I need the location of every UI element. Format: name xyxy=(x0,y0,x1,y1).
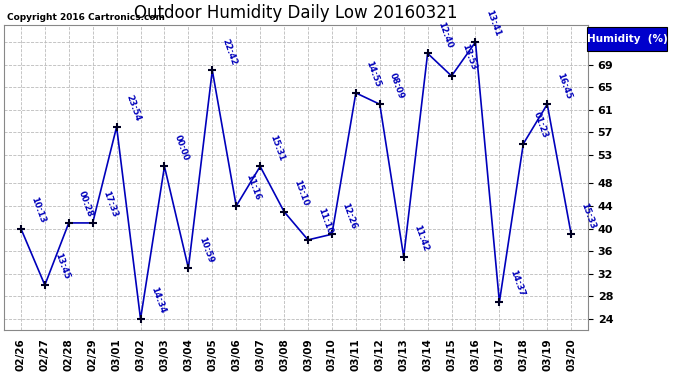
Text: 16:45: 16:45 xyxy=(555,71,573,100)
Text: 14:37: 14:37 xyxy=(508,269,526,298)
Text: 10:13: 10:13 xyxy=(29,196,47,224)
Text: 08:09: 08:09 xyxy=(388,71,406,100)
Text: 15:33: 15:33 xyxy=(580,201,598,230)
Text: 15:31: 15:31 xyxy=(268,134,286,162)
Text: 11:42: 11:42 xyxy=(412,224,430,253)
Text: 15:10: 15:10 xyxy=(293,179,310,207)
Text: 23:54: 23:54 xyxy=(125,94,143,123)
Text: 17:33: 17:33 xyxy=(101,190,119,219)
Text: 11:16: 11:16 xyxy=(244,173,262,202)
Text: 14:55: 14:55 xyxy=(364,60,382,89)
Text: Copyright 2016 Cartronics.com: Copyright 2016 Cartronics.com xyxy=(7,13,165,22)
Text: 10:59: 10:59 xyxy=(197,235,215,264)
Text: 13:53: 13:53 xyxy=(460,43,477,72)
Text: 00:28: 00:28 xyxy=(77,190,95,219)
Text: 13:41: 13:41 xyxy=(484,9,502,38)
Text: 11:10: 11:10 xyxy=(316,207,334,236)
Text: Humidity  (%): Humidity (%) xyxy=(586,34,667,44)
Text: 13:45: 13:45 xyxy=(53,252,71,281)
Text: 14:34: 14:34 xyxy=(149,286,167,315)
Text: 01:23: 01:23 xyxy=(532,111,549,140)
Title: Outdoor Humidity Daily Low 20160321: Outdoor Humidity Daily Low 20160321 xyxy=(135,4,457,22)
Text: 00:00: 00:00 xyxy=(172,134,190,162)
Text: 22:42: 22:42 xyxy=(221,37,239,66)
Text: 12:26: 12:26 xyxy=(340,201,358,230)
Text: 12:40: 12:40 xyxy=(436,20,454,49)
